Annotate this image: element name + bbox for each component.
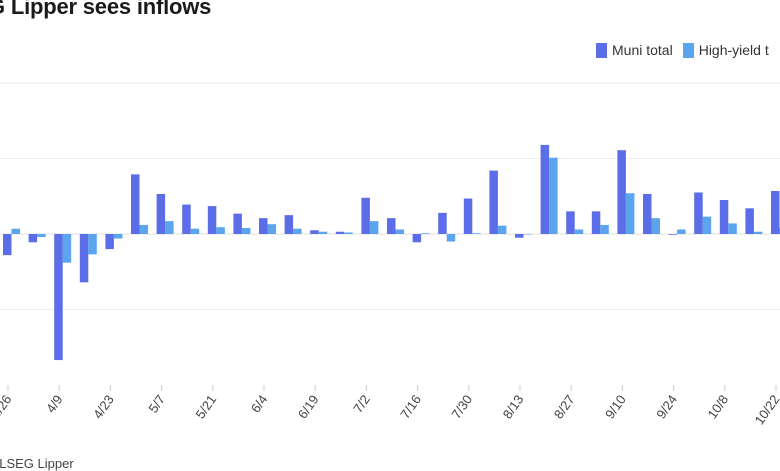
bar-muni-total <box>233 214 242 234</box>
bar-muni-total <box>3 234 12 255</box>
bar-high-yield <box>421 233 430 234</box>
bar-muni-total <box>131 174 140 234</box>
bar-muni-total <box>182 205 191 234</box>
x-tick-label: 5/21 <box>192 392 219 421</box>
bar-muni-total <box>29 234 37 242</box>
bar-muni-total <box>361 198 370 234</box>
bar-high-yield <box>63 234 71 263</box>
bar-high-yield <box>242 228 251 234</box>
bar-high-yield <box>524 234 533 235</box>
x-tick-label: 4/23 <box>90 392 117 421</box>
bar-high-yield <box>165 221 174 234</box>
bar-muni-total <box>720 200 729 234</box>
bar-muni-total <box>515 234 524 238</box>
bar-muni-total <box>157 194 166 234</box>
bar-muni-total <box>105 234 114 249</box>
bar-high-yield <box>140 225 149 234</box>
bar-muni-total <box>54 234 63 360</box>
bar-high-yield <box>703 217 712 234</box>
bar-high-yield <box>447 234 456 242</box>
bar-muni-total <box>694 192 703 234</box>
bar-high-yield <box>677 229 686 234</box>
bar-muni-total <box>592 211 601 234</box>
bar-muni-total <box>285 215 294 234</box>
bar-high-yield <box>191 229 200 234</box>
x-tick-label: 5/7 <box>145 392 168 415</box>
bar-high-yield <box>268 224 277 234</box>
bar-muni-total <box>745 208 754 234</box>
x-tick-label: 10/8 <box>704 392 731 421</box>
bar-high-yield <box>396 229 405 234</box>
bar-muni-total <box>208 206 217 234</box>
bar-muni-total <box>464 199 473 234</box>
bar-muni-total <box>259 218 268 234</box>
bar-muni-total <box>541 145 550 234</box>
bar-high-yield <box>293 229 302 234</box>
bar-muni-total <box>413 234 422 242</box>
bar-muni-total <box>771 191 780 234</box>
x-tick-label: 6/4 <box>248 392 271 415</box>
source-note: : LSEG Lipper <box>0 456 74 471</box>
bar-high-yield <box>370 221 379 234</box>
x-tick-label: 7/2 <box>350 392 373 415</box>
bar-high-yield <box>216 227 225 234</box>
bar-muni-total <box>489 171 498 234</box>
bar-muni-total <box>438 213 447 234</box>
bar-muni-total <box>643 194 652 234</box>
x-tick-label: 6/19 <box>295 392 322 421</box>
bar-high-yield <box>549 158 558 234</box>
x-tick-label: 8/13 <box>500 392 527 421</box>
bar-high-yield <box>319 232 328 234</box>
bar-muni-total <box>336 232 345 234</box>
x-tick-label: 3/26 <box>0 392 14 421</box>
x-tick-label: 8/27 <box>551 392 578 421</box>
bar-muni-total <box>617 150 626 234</box>
bar-high-yield <box>114 234 123 239</box>
x-tick-label: 4/9 <box>43 392 66 415</box>
x-tick-label: 10/22 <box>752 392 780 427</box>
bar-high-yield <box>754 232 763 234</box>
bar-muni-total <box>310 230 319 234</box>
bar-muni-total <box>80 234 89 282</box>
bar-high-yield <box>626 193 635 234</box>
bar-high-yield <box>728 223 737 234</box>
bar-high-yield <box>88 234 97 254</box>
bar-high-yield <box>472 233 481 234</box>
bar-high-yield <box>600 225 609 234</box>
bar-muni-total <box>669 234 678 235</box>
bar-muni-total <box>566 211 575 234</box>
x-tick-label: 7/16 <box>397 392 424 421</box>
x-tick-label: 9/10 <box>602 392 629 421</box>
bar-high-yield <box>498 226 507 234</box>
bar-high-yield <box>344 232 353 234</box>
bar-high-yield <box>37 234 46 237</box>
x-tick-label: 7/30 <box>448 392 475 421</box>
bar-high-yield <box>12 229 21 234</box>
bar-muni-total <box>387 218 396 234</box>
x-tick-label: 9/24 <box>653 392 680 421</box>
bar-high-yield <box>652 218 661 234</box>
bar-high-yield <box>575 229 584 234</box>
